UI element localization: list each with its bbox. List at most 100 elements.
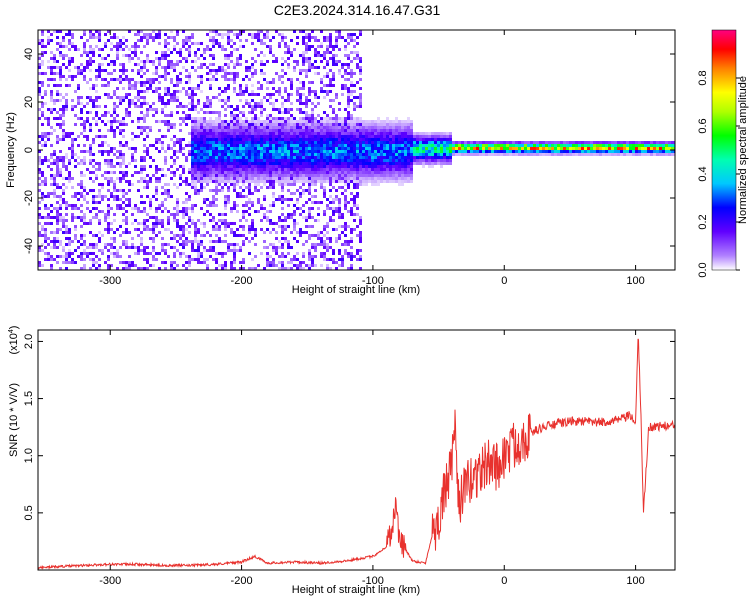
heatmap-cell (572, 153, 575, 156)
heatmap-cell (314, 189, 317, 192)
heatmap-cell (320, 117, 323, 120)
heatmap-cell (479, 147, 482, 150)
heatmap-cell (236, 204, 239, 207)
heatmap-cell (347, 102, 350, 105)
heatmap-cell (437, 156, 440, 159)
heatmap-cell (248, 126, 251, 129)
heatmap-cell (44, 102, 47, 105)
heatmap-cell (197, 252, 200, 255)
heatmap-cell (251, 171, 254, 174)
heatmap-cell (308, 189, 311, 192)
heatmap-cell (137, 63, 140, 66)
heatmap-cell (197, 165, 200, 168)
heatmap-cell (377, 129, 380, 132)
heatmap-cell (329, 159, 332, 162)
heatmap-cell (80, 132, 83, 135)
heatmap-cell (131, 87, 134, 90)
heatmap-cell (179, 102, 182, 105)
heatmap-cell (152, 195, 155, 198)
heatmap-cell (86, 63, 89, 66)
heatmap-cell (113, 69, 116, 72)
heatmap-cell (293, 171, 296, 174)
heatmap-cell (158, 30, 161, 33)
heatmap-cell (368, 144, 371, 147)
heatmap-cell (386, 117, 389, 120)
heatmap-cell (296, 222, 299, 225)
heatmap-cell (107, 183, 110, 186)
heatmap-cell (209, 105, 212, 108)
heatmap-cell (239, 123, 242, 126)
heatmap-cell (188, 171, 191, 174)
heatmap-cell (254, 93, 257, 96)
heatmap-cell (44, 177, 47, 180)
heatmap-cell (305, 51, 308, 54)
heatmap-cell (278, 111, 281, 114)
heatmap-cell (200, 123, 203, 126)
heatmap-cell (422, 132, 425, 135)
heatmap-cell (161, 57, 164, 60)
heatmap-cell (104, 78, 107, 81)
heatmap-cell (260, 144, 263, 147)
heatmap-cell (401, 141, 404, 144)
heatmap-cell (107, 162, 110, 165)
heatmap-cell (353, 84, 356, 87)
heatmap-cell (338, 159, 341, 162)
heatmap-cell (152, 249, 155, 252)
heatmap-cell (281, 252, 284, 255)
heatmap-cell (407, 147, 410, 150)
heatmap-cell (77, 96, 80, 99)
heatmap-cell (299, 228, 302, 231)
heatmap-cell (293, 153, 296, 156)
heatmap-cell (131, 69, 134, 72)
heatmap-cell (251, 144, 254, 147)
heatmap-cell (269, 123, 272, 126)
heatmap-cell (374, 129, 377, 132)
heatmap-cell (92, 252, 95, 255)
heatmap-cell (38, 81, 41, 84)
heatmap-cell (185, 261, 188, 264)
heatmap-cell (83, 252, 86, 255)
heatmap-cell (230, 261, 233, 264)
heatmap-cell (347, 138, 350, 141)
heatmap-cell (68, 231, 71, 234)
heatmap-cell (317, 213, 320, 216)
heatmap-cell (251, 132, 254, 135)
heatmap-cell (260, 126, 263, 129)
heatmap-cell (185, 75, 188, 78)
heatmap-cell (545, 150, 548, 153)
heatmap-cell (377, 174, 380, 177)
heatmap-cell (284, 111, 287, 114)
heatmap-cell (386, 132, 389, 135)
heatmap-cell (245, 138, 248, 141)
heatmap-cell (287, 57, 290, 60)
heatmap-cell (356, 150, 359, 153)
heatmap-cell (284, 177, 287, 180)
heatmap-cell (293, 69, 296, 72)
heatmap-cell (239, 129, 242, 132)
heatmap-cell (74, 237, 77, 240)
heatmap-cell (209, 165, 212, 168)
heatmap-cell (398, 144, 401, 147)
heatmap-cell (233, 222, 236, 225)
heatmap-cell (314, 126, 317, 129)
heatmap-cell (356, 120, 359, 123)
heatmap-cell (218, 123, 221, 126)
heatmap-cell (314, 93, 317, 96)
heatmap-cell (59, 84, 62, 87)
heatmap-cell (98, 195, 101, 198)
heatmap-cell (311, 180, 314, 183)
heatmap-cell (113, 90, 116, 93)
heatmap-cell (137, 234, 140, 237)
heatmap-cell (185, 105, 188, 108)
heatmap-cell (137, 222, 140, 225)
heatmap-cell (44, 231, 47, 234)
heatmap-cell (257, 126, 260, 129)
heatmap-cell (215, 132, 218, 135)
heatmap-cell (83, 174, 86, 177)
heatmap-cell (317, 114, 320, 117)
heatmap-cell (308, 213, 311, 216)
heatmap-cell (41, 132, 44, 135)
heatmap-cell (260, 72, 263, 75)
heatmap-cell (347, 36, 350, 39)
heatmap-cell (236, 171, 239, 174)
